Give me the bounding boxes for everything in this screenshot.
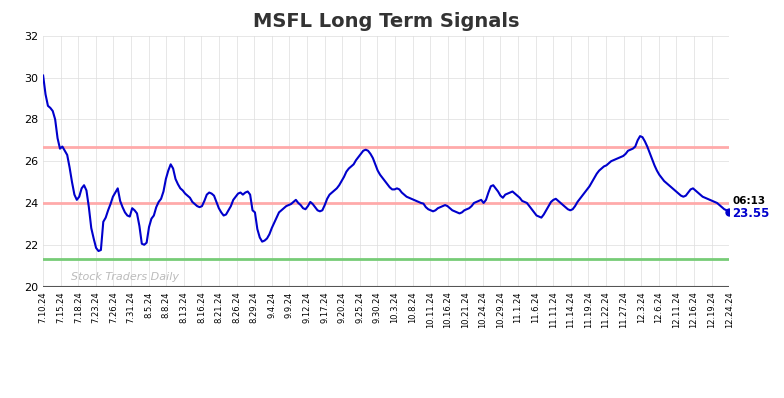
Title: MSFL Long Term Signals: MSFL Long Term Signals [253, 12, 519, 31]
Text: 23.55: 23.55 [732, 207, 770, 220]
Text: 06:13: 06:13 [732, 196, 766, 206]
Text: Stock Traders Daily: Stock Traders Daily [71, 272, 179, 282]
